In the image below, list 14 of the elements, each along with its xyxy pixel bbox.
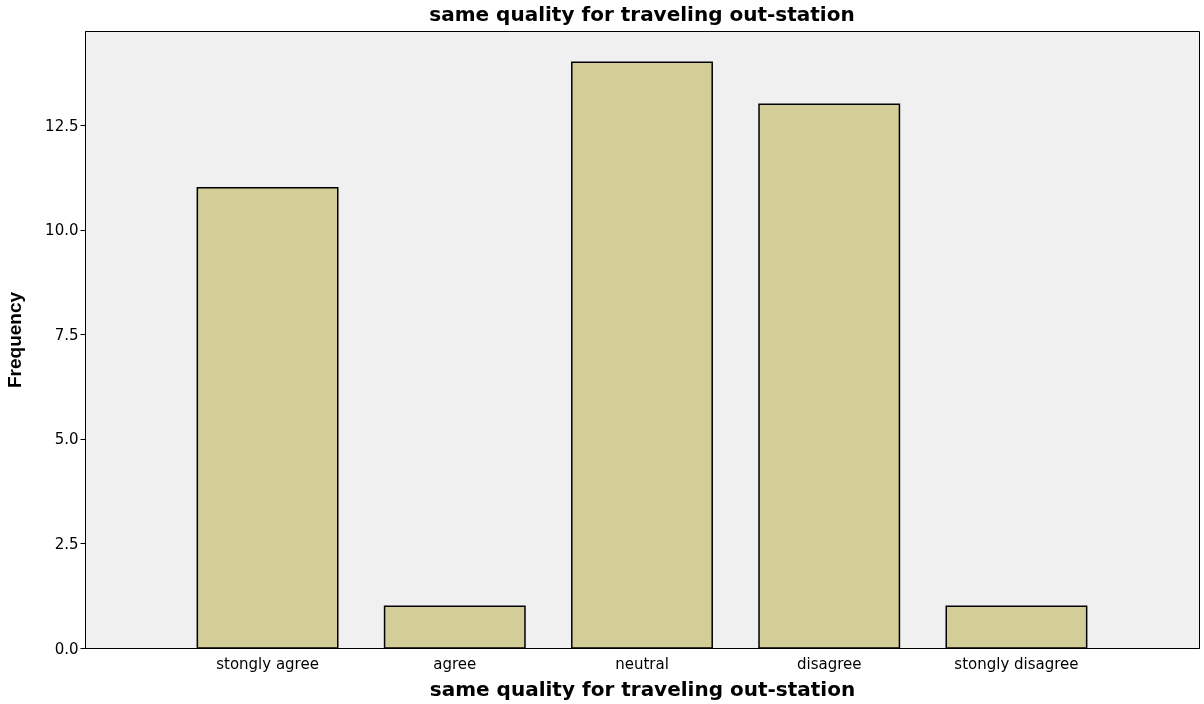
x-tick-label: stongly agree [216, 654, 319, 673]
x-tick-label: stongly disagree [954, 654, 1079, 673]
x-tick-label: neutral [615, 654, 669, 673]
y-tick-label: 10.0 [45, 221, 79, 240]
y-tick-label: 2.5 [54, 534, 79, 553]
x-tick-label: agree [433, 654, 477, 673]
x-axis-title: same quality for traveling out-station [429, 676, 856, 701]
y-tick-label: 0.0 [54, 639, 79, 658]
y-tick-label: 5.0 [54, 430, 79, 449]
y-tick-label: 12.5 [45, 116, 79, 135]
x-tick-label: disagree [796, 654, 862, 673]
y-axis-title: Frequency [4, 291, 26, 389]
chart-title: same quality for traveling out-station [429, 2, 855, 26]
y-tick-label: 7.5 [54, 325, 79, 344]
